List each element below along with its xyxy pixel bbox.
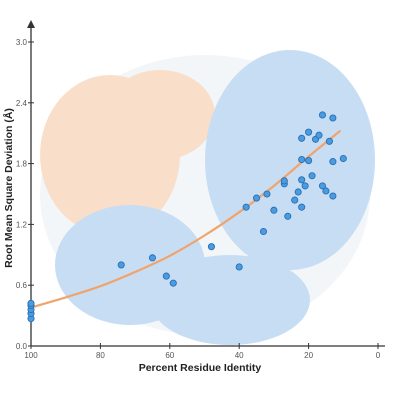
x-axis-ticks: 100 80 60 40 20 0 — [24, 343, 381, 360]
y-axis-ticks: 0.0 0.6 1.2 1.8 2.4 3.0 — [16, 38, 34, 351]
x-axis-title: Percent Residue Identity — [139, 362, 262, 374]
data-point — [322, 187, 330, 195]
data-point — [308, 172, 316, 180]
data-point — [339, 154, 347, 163]
data-point — [235, 263, 243, 271]
y-tick-label: 2.4 — [16, 99, 28, 108]
data-point — [259, 227, 268, 236]
data-point — [305, 128, 313, 136]
data-point — [329, 158, 337, 166]
data-point — [298, 176, 306, 184]
axes — [27, 20, 385, 347]
data-point — [329, 192, 337, 200]
data-point — [263, 190, 271, 198]
x-tick-label: 40 — [235, 351, 244, 360]
data-point — [318, 111, 327, 119]
data-point — [298, 155, 306, 164]
data-point — [305, 157, 313, 165]
y-tick-label: 3.0 — [16, 38, 28, 47]
data-point — [162, 272, 170, 280]
fit-curve — [29, 130, 341, 309]
data-point — [280, 177, 288, 185]
data-point — [325, 137, 333, 145]
blue-domain-shape — [205, 50, 375, 270]
data-point — [252, 194, 261, 202]
data-point — [242, 203, 250, 211]
x-tick-label: 100 — [24, 351, 38, 360]
data-point — [315, 131, 323, 139]
orange-domain-shape-upper — [105, 70, 215, 160]
data-point — [169, 279, 177, 287]
data-point — [148, 254, 156, 262]
x-tick-label: 20 — [304, 351, 313, 360]
data-point — [301, 182, 309, 190]
data-point — [27, 299, 35, 307]
data-point — [298, 203, 306, 211]
blue-domain-shape-bottom — [150, 255, 310, 345]
y-tick-label: 1.2 — [16, 220, 28, 229]
x-tick-label: 60 — [165, 351, 174, 360]
data-point — [207, 243, 215, 251]
x-tick-label: 0 — [376, 351, 381, 360]
data-point — [294, 188, 302, 196]
data-points — [27, 111, 347, 323]
y-axis-title: Root Mean Square Deviation (Å) — [2, 108, 15, 268]
data-point — [329, 114, 337, 122]
data-point — [117, 261, 125, 269]
protein-structure-background — [40, 50, 375, 345]
y-tick-label: 0.6 — [16, 281, 28, 290]
data-point — [291, 196, 299, 204]
data-point — [318, 182, 327, 190]
data-point — [284, 212, 292, 220]
y-tick-label: 1.8 — [16, 160, 28, 169]
data-point — [270, 206, 278, 214]
data-point — [298, 134, 306, 142]
x-tick-label: 80 — [96, 351, 105, 360]
y-tick-label: 0.0 — [16, 342, 28, 351]
